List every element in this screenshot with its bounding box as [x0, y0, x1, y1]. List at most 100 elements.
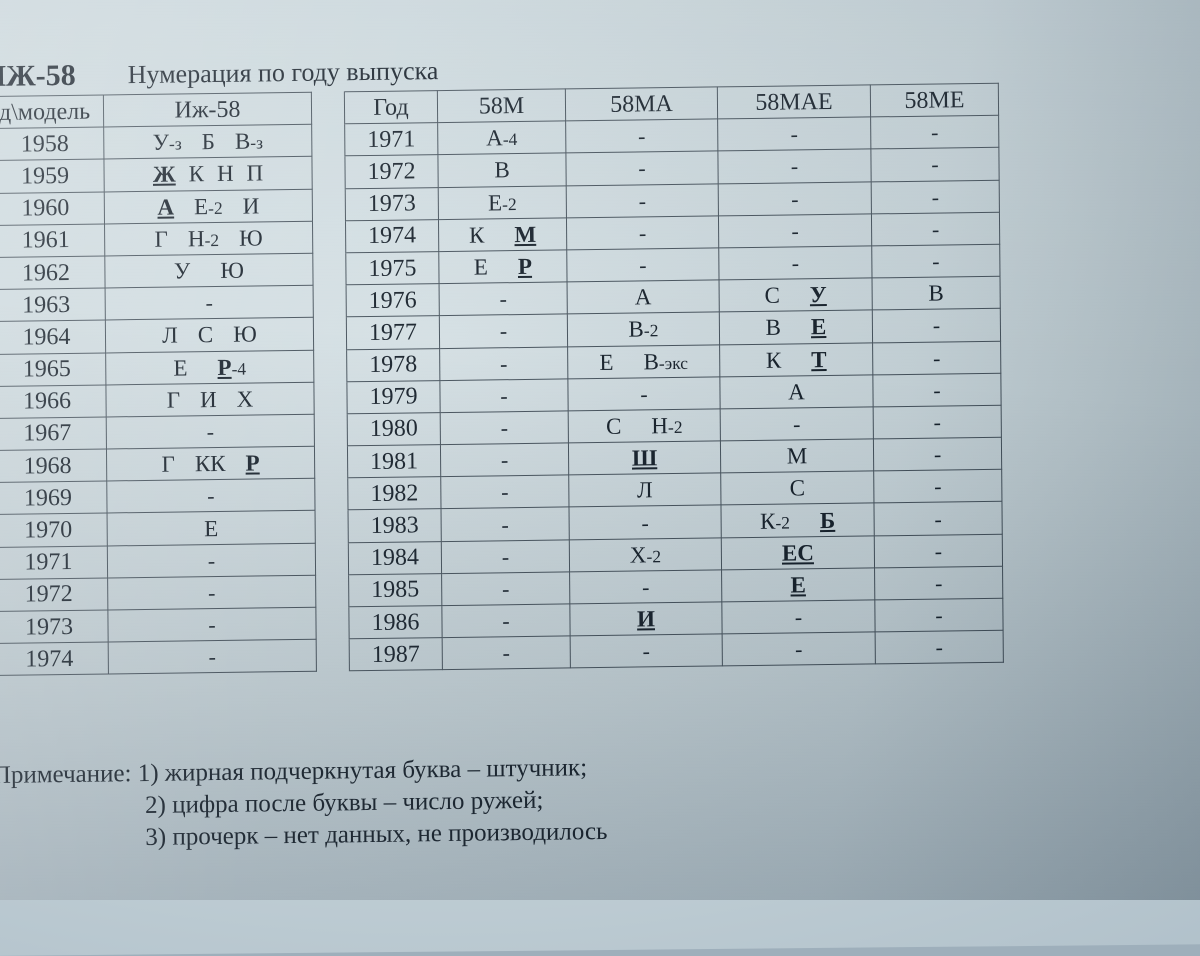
cell-right-year: 1987 — [349, 637, 443, 672]
cell-58m: - — [441, 507, 570, 542]
cell-58me: - — [870, 147, 1000, 182]
model-code: Е-2 — [193, 193, 223, 219]
table-body: 1958 У-з Б В-з 1971 А-4- - -1959 Ж К Н П 1972 В - - -196… — [0, 115, 1004, 676]
cell-left-models: Е — [107, 510, 316, 546]
cell-left-year: 1964 — [0, 320, 106, 355]
header-god: Год — [344, 90, 438, 125]
cell-right-year: 1984 — [348, 541, 442, 575]
cell-58mae: - — [718, 245, 873, 281]
cell-58ma: - — [567, 376, 721, 411]
cell-right-year: 1979 — [346, 380, 441, 414]
cell-58ma: В-2 — [567, 312, 720, 347]
model-code: Ю — [238, 225, 263, 251]
model-code: А — [634, 284, 652, 310]
model-code: С — [197, 322, 214, 348]
cell-58ma: - — [566, 215, 719, 250]
cell-58ma: - — [570, 634, 723, 669]
cell-58me: - — [871, 244, 1000, 279]
cell-58me: - — [872, 372, 1002, 407]
cell-58me: - — [872, 308, 1001, 343]
model-code: К — [188, 161, 205, 187]
cell-58ma: - — [565, 119, 718, 154]
model-code: Н — [216, 161, 234, 187]
cell-58ma: - — [566, 247, 720, 283]
model-code: Х — [236, 386, 254, 412]
cell-58m: - — [441, 539, 570, 574]
cell-left-models: - — [105, 285, 314, 321]
cell-left-models: - — [106, 414, 315, 450]
cell-left-year: 1968 — [0, 449, 107, 483]
model-code: КК — [194, 451, 226, 477]
cell-spacer — [314, 445, 348, 479]
cell-58mae: С — [720, 471, 874, 506]
model-code: Ю — [220, 257, 244, 283]
model-code: Х-2 — [629, 542, 662, 568]
cell-right-year: 1982 — [347, 476, 442, 511]
model-code: И — [636, 606, 656, 632]
cell-spacer — [315, 606, 350, 640]
model-code: Ю — [233, 321, 257, 348]
model-code: К-2 — [759, 508, 791, 534]
model-code: Н-2 — [651, 413, 683, 439]
cell-left-models: Г Н-2 Ю — [104, 220, 313, 256]
model-code: Е — [473, 254, 489, 280]
cell-right-year: 1980 — [347, 412, 441, 446]
cell-right-year: 1976 — [346, 283, 440, 318]
model-code: К — [468, 222, 485, 248]
model-code: С — [764, 282, 780, 309]
cell-right-year: 1985 — [348, 573, 442, 607]
cell-58m: - — [439, 346, 568, 381]
model-code: Р-4 — [217, 354, 247, 380]
model-code: И — [242, 193, 260, 219]
cell-right-year: 1972 — [344, 154, 439, 189]
cell-spacer — [312, 220, 346, 254]
cell-58m: - — [442, 636, 571, 670]
cell-58me: В — [872, 276, 1001, 311]
cell-spacer — [313, 349, 347, 382]
cell-58m: - — [439, 378, 569, 413]
model-code: А — [157, 194, 175, 220]
model-code: Т — [811, 346, 827, 372]
model-code: М — [514, 221, 537, 247]
cell-spacer — [311, 156, 346, 189]
cell-spacer — [316, 638, 350, 672]
cell-58me: - — [873, 469, 1002, 504]
cell-58me: - — [874, 533, 1003, 568]
cell-58m: - — [439, 282, 568, 316]
model-code: В — [928, 280, 944, 306]
cell-spacer — [315, 574, 349, 608]
model-code: Ж — [152, 161, 176, 188]
model-code: Г — [166, 387, 181, 413]
header-year-model: д\модель — [0, 94, 104, 129]
cell-58me: - — [870, 115, 999, 150]
model-code: Л — [162, 322, 178, 349]
cell-right-year: 1975 — [345, 251, 440, 285]
model-code: Ш — [631, 445, 658, 471]
cell-58mae: - — [718, 213, 872, 248]
cell-right-year: 1978 — [346, 348, 440, 382]
cell-58m: Е-2 — [438, 185, 567, 220]
cell-58ma: - — [569, 569, 722, 604]
cell-58m: - — [440, 442, 569, 477]
model-code: В-экс — [643, 348, 689, 375]
cell-spacer — [315, 510, 349, 543]
cell-spacer — [314, 478, 349, 511]
header-spacer — [311, 91, 345, 125]
cell-58me: - — [873, 405, 1002, 439]
model-code: Е — [173, 354, 188, 381]
cell-58m: - — [439, 314, 568, 349]
model-code: В-з — [234, 128, 264, 155]
header-58ma: 58МА — [565, 86, 718, 122]
cell-58mae: - — [720, 406, 874, 441]
cell-spacer — [313, 381, 348, 415]
model-code: Р — [245, 450, 260, 476]
cell-58me: - — [872, 340, 1001, 375]
notes-block: Примечание: 1) жирная подчеркнутая буква… — [0, 747, 993, 856]
cell-spacer — [315, 542, 349, 576]
cell-spacer — [312, 188, 346, 221]
cell-58ma: Л — [568, 473, 721, 508]
model-code: Г — [161, 451, 175, 477]
